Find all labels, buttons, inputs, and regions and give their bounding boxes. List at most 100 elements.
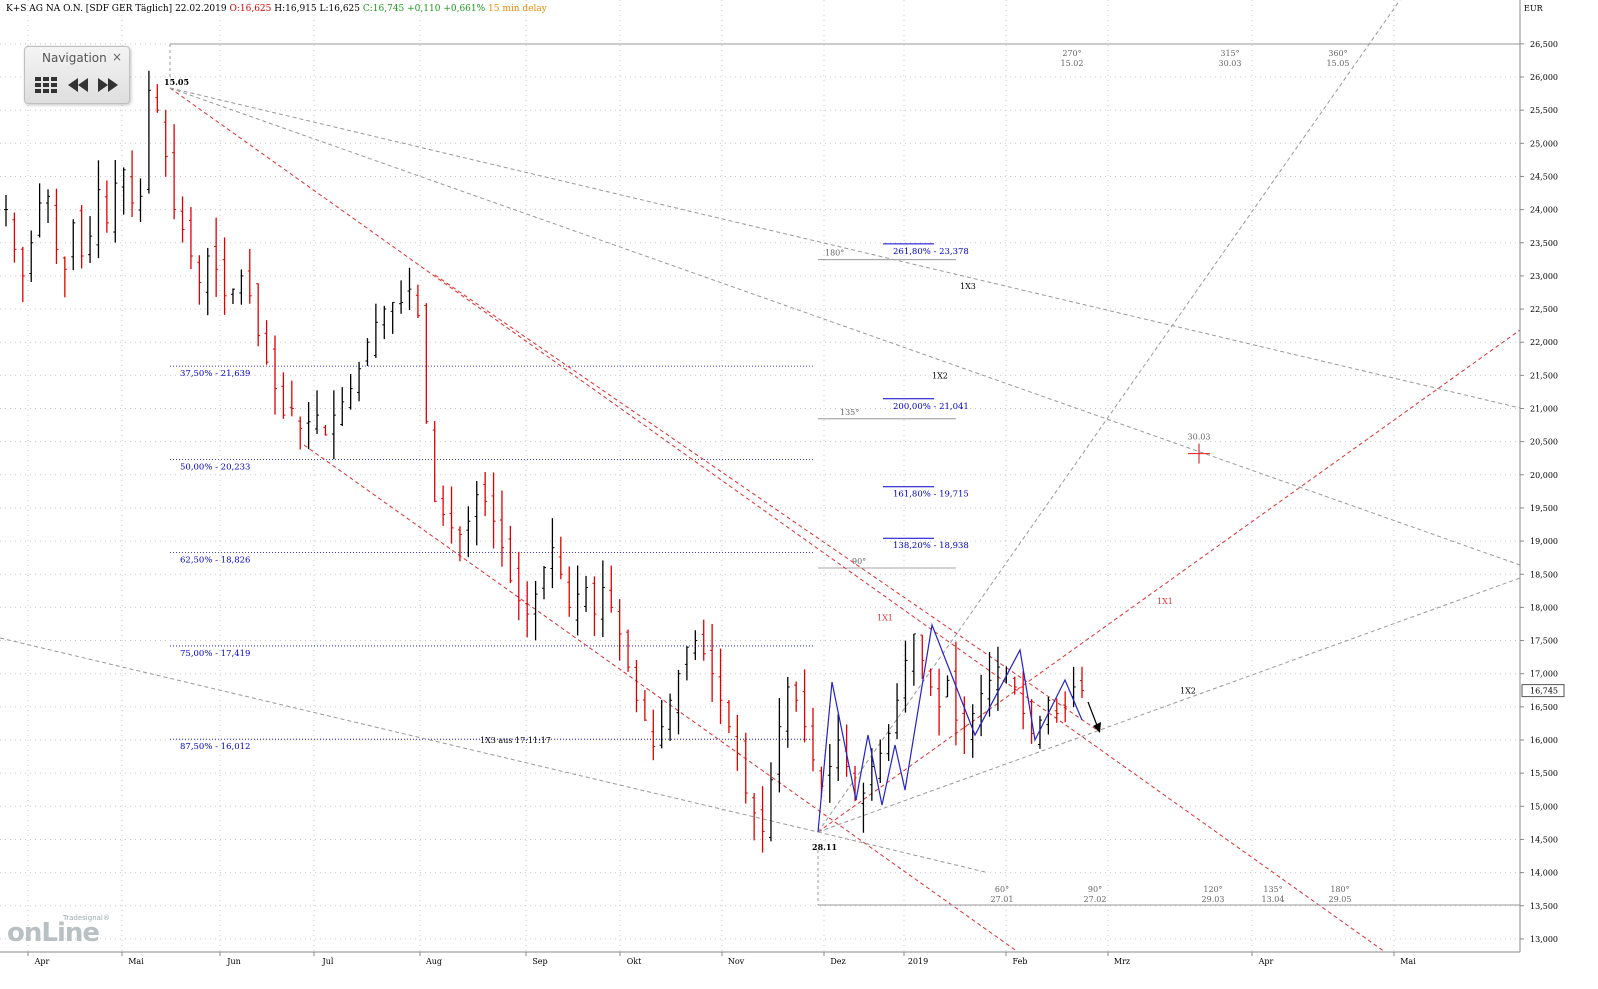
y-tick-label: 25,500 (1530, 106, 1558, 115)
arrow-icon (1087, 701, 1099, 729)
zigzag-polyline (817, 622, 1083, 833)
logo-text: onLine (7, 918, 100, 948)
y-tick-label: 14,000 (1530, 869, 1558, 878)
rewind-icon[interactable] (67, 77, 89, 95)
angle-label: 180° (825, 249, 844, 258)
time-angle-label: 270° (1062, 49, 1081, 58)
y-tick-label: 24,000 (1530, 206, 1558, 215)
gann-label: 1X2 (932, 371, 948, 380)
fib-level-label: 37,50% - 21,639 (180, 369, 250, 379)
time-date-label: 29.03 (1202, 895, 1225, 904)
y-tick-label: 26,000 (1530, 73, 1558, 82)
time-angle-label: 135° (1263, 885, 1282, 894)
x-tick-label: Sep (532, 957, 547, 966)
y-tick-label: 16,000 (1530, 736, 1558, 745)
quote-date: 22.02.2019 (175, 4, 227, 14)
time-angle-label: 360° (1328, 49, 1347, 58)
time-date-label: 15.05 (1327, 59, 1350, 68)
x-tick-label: 2019 (908, 957, 928, 966)
red-trend-line (303, 444, 1019, 953)
gann-line (817, 831, 986, 873)
fib-level-label: 75,00% - 17,419 (180, 649, 250, 659)
angle-label: 135° (840, 408, 859, 417)
x-tick-label: Apr (1258, 957, 1274, 966)
navigation-panel: Navigation × (24, 46, 130, 104)
red-trend-line (169, 87, 1386, 953)
y-tick-label: 19,500 (1530, 504, 1558, 513)
x-tick-label: Mai (128, 957, 144, 966)
cross-marker-label: 30.03 (1188, 433, 1211, 442)
extension-label: 161,80% - 19,715 (893, 490, 969, 500)
price-axis: EUR 13,000 13,500 14,000 14,500 15,000 15,500 1… (1519, 0, 1565, 952)
chart-grid (0, 0, 1520, 952)
gann-line (169, 87, 1521, 409)
chart-header: K+S AG NA O.N. [SDF GER Täglich] 22.02.2… (6, 4, 547, 14)
time-angle-label: 315° (1220, 49, 1239, 58)
x-tick-label: Nov (728, 957, 745, 966)
time-angle-label: 60° (995, 885, 1009, 894)
close-icon[interactable]: × (111, 50, 122, 64)
y-tick-label: 15,000 (1530, 802, 1558, 811)
red-trend-line (817, 329, 1521, 833)
x-tick-label: Jun (226, 957, 241, 966)
last-price-label: 16,745 (1530, 687, 1558, 696)
time-date-label: 27.01 (991, 895, 1014, 904)
angle-label: 90° (852, 557, 866, 566)
tradesignal-logo: Tradesignal® onLine (7, 914, 110, 948)
time-angle-label: 180° (1330, 885, 1349, 894)
price-bars (4, 70, 1084, 853)
gann-label: 1X3 (960, 282, 976, 291)
x-tick-label: Aug (425, 957, 442, 966)
gann-line (0, 637, 819, 833)
y-tick-label: 21,000 (1530, 405, 1558, 414)
open-value: O:16,625 (229, 4, 272, 14)
low-value: L:16,625 (319, 4, 361, 14)
y-tick-label: 22,500 (1530, 305, 1558, 314)
y-tick-label: 22,000 (1530, 338, 1558, 347)
x-tick-label: Mai (1400, 957, 1416, 966)
time-date-label: 15.02 (1061, 59, 1084, 68)
extension-label: 261,80% - 23,378 (893, 247, 969, 257)
time-date-label: 30.03 (1219, 59, 1242, 68)
extension-label: 138,20% - 18,938 (893, 541, 969, 551)
currency-label: EUR (1524, 4, 1544, 13)
fib-level-label: 87,50% - 16,012 (180, 742, 250, 752)
arrow-head-icon (1093, 722, 1101, 733)
navigation-title: Navigation (42, 51, 107, 65)
y-tick-label: 25,000 (1530, 139, 1558, 148)
gann-line (169, 87, 1521, 566)
y-tick-label: 24,500 (1530, 172, 1558, 181)
last-price-box (1521, 684, 1565, 698)
grid-icon[interactable] (35, 77, 57, 95)
y-tick-label: 13,500 (1530, 902, 1558, 911)
fast-forward-icon[interactable] (97, 77, 119, 95)
gann-label: 1X1 (877, 613, 893, 622)
x-tick-label: Apr (34, 957, 50, 966)
y-tick-label: 18,000 (1530, 603, 1558, 612)
zigzag-line (817, 622, 1101, 833)
pivot-high-label: 15.05 (164, 77, 189, 87)
close-value: C:16,745 +0,110 +0,661% (362, 4, 486, 14)
logo-small-text: Tradesignal® (63, 914, 110, 922)
y-tick-label: 26,500 (1530, 40, 1558, 49)
extension-label: 200,00% - 21,041 (893, 402, 969, 412)
y-tick-label: 17,500 (1530, 637, 1558, 646)
x-tick-label: Mrz (1114, 957, 1130, 966)
y-tick-label: 13,000 (1530, 935, 1558, 944)
gann-line (817, 577, 1521, 833)
y-tick-label: 18,500 (1530, 570, 1558, 579)
x-tick-label: Dez (830, 957, 845, 966)
time-date-label: 27.02 (1084, 895, 1107, 904)
x-tick-label: Feb (1013, 957, 1028, 966)
gann-label: 1X2 (1180, 686, 1196, 695)
y-tick-label: 21,500 (1530, 371, 1558, 380)
annotation-label: 1X3 aus 17:11:17 (480, 736, 551, 745)
y-tick-label: 17,000 (1530, 670, 1558, 679)
fibonacci-levels: 37,50% - 21,639 50,00% - 20,233 62,50% - 1… (170, 243, 969, 752)
pivot-low-label: 28.11 (812, 842, 837, 852)
high-value: H:16,915 (274, 4, 317, 14)
fib-level-label: 50,00% - 20,233 (180, 462, 250, 472)
chart-labels: 15.0528.11270°15.02315°30.03360°15.0560°… (164, 49, 1351, 904)
gann-label: 1X1 (1157, 597, 1173, 606)
